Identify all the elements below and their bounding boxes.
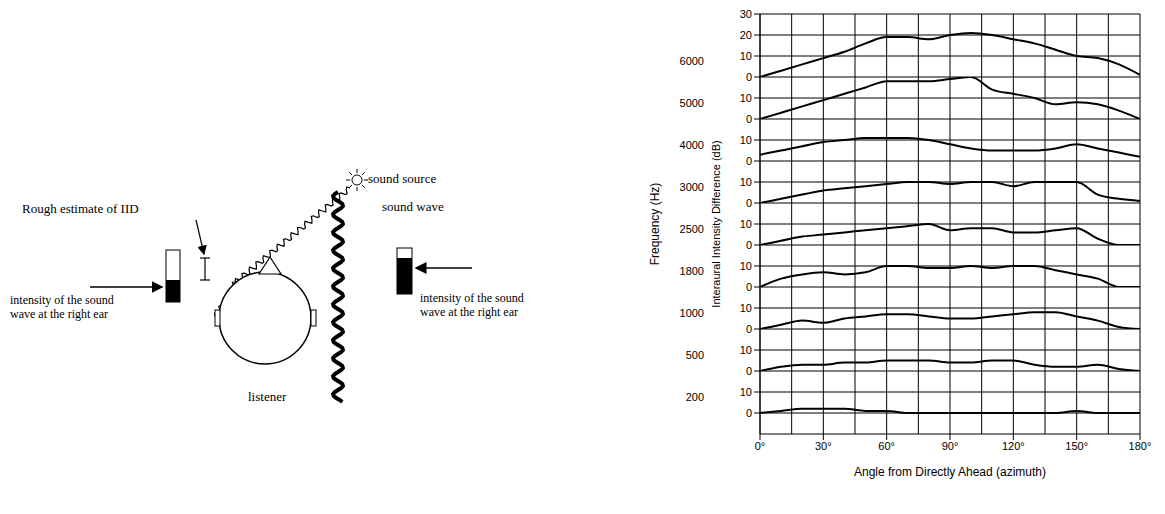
html-text:200: 200 bbox=[685, 391, 704, 403]
svg-text:0: 0 bbox=[746, 71, 752, 83]
html-text:intensity of the sound wave at: intensity of the sound wave at the right… bbox=[10, 293, 114, 321]
svg-text:0: 0 bbox=[746, 155, 752, 167]
html-text:500: 500 bbox=[685, 349, 704, 361]
svg-text:0°: 0° bbox=[755, 440, 766, 452]
html-text:2500: 2500 bbox=[679, 223, 704, 235]
svg-text:0: 0 bbox=[746, 365, 752, 377]
svg-text:Angle from Directly Ahead (azi: Angle from Directly Ahead (azimuth) bbox=[854, 465, 1046, 479]
svg-text:30°: 30° bbox=[815, 440, 832, 452]
svg-text:0: 0 bbox=[746, 113, 752, 125]
html-text:intensity of the sound wave at: intensity of the sound wave at the right… bbox=[420, 291, 524, 319]
html-text:listener: listener bbox=[248, 389, 287, 404]
svg-text:0: 0 bbox=[746, 407, 752, 419]
svg-text:150°: 150° bbox=[1065, 440, 1088, 452]
svg-text:20: 20 bbox=[740, 29, 752, 41]
html-text:3000: 3000 bbox=[679, 181, 704, 193]
svg-text:10: 10 bbox=[740, 92, 752, 104]
html-text:Rough estimate of IID: Rough estimate of IID bbox=[22, 201, 139, 216]
html-text:sound wave: sound wave bbox=[382, 199, 444, 214]
svg-text:0: 0 bbox=[746, 281, 752, 293]
html-text:4000: 4000 bbox=[679, 139, 704, 151]
html-text:5000: 5000 bbox=[679, 97, 704, 109]
svg-text:30: 30 bbox=[740, 8, 752, 20]
svg-text:10: 10 bbox=[740, 50, 752, 62]
svg-text:0: 0 bbox=[746, 323, 752, 335]
svg-text:120°: 120° bbox=[1002, 440, 1025, 452]
html-text:6000: 6000 bbox=[679, 55, 704, 67]
html-text:sound source: sound source bbox=[368, 171, 437, 186]
svg-text:10: 10 bbox=[740, 134, 752, 146]
svg-text:Frequency (Hz): Frequency (Hz) bbox=[648, 183, 662, 266]
svg-text:90°: 90° bbox=[942, 440, 959, 452]
svg-text:10: 10 bbox=[740, 260, 752, 272]
html-text:1000: 1000 bbox=[679, 307, 704, 319]
svg-text:60°: 60° bbox=[878, 440, 895, 452]
html-text:1800: 1800 bbox=[679, 265, 704, 277]
svg-text:180°: 180° bbox=[1129, 440, 1152, 452]
svg-text:10: 10 bbox=[740, 176, 752, 188]
svg-text:0: 0 bbox=[746, 197, 752, 209]
svg-text:10: 10 bbox=[740, 344, 752, 356]
svg-text:10: 10 bbox=[740, 386, 752, 398]
svg-text:10: 10 bbox=[740, 302, 752, 314]
svg-text:10: 10 bbox=[740, 218, 752, 230]
svg-text:0: 0 bbox=[746, 239, 752, 251]
svg-text:Interaural Intensity Differenc: Interaural Intensity Difference (dB) bbox=[710, 140, 722, 307]
